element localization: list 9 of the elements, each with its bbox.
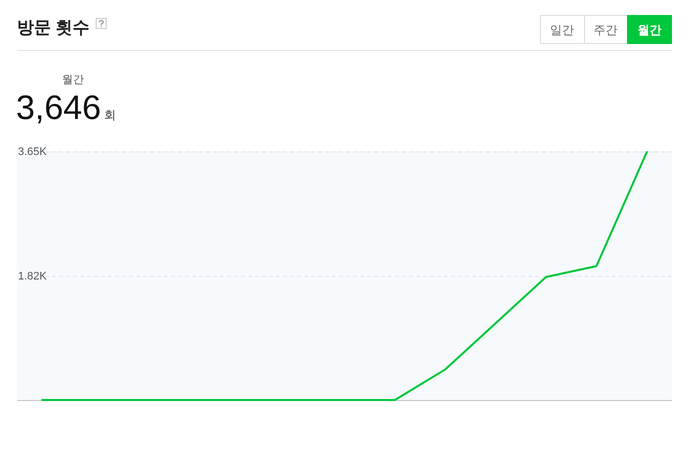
headline-value: 3,646 (16, 89, 102, 127)
period-label: 월간 (62, 74, 84, 86)
button: 주간 (584, 15, 628, 44)
button: 월간 (627, 15, 672, 44)
title: 방문 횟수 (17, 18, 90, 37)
y-tick-label: 3.65K (18, 146, 47, 158)
headline-unit: 회 (104, 108, 116, 122)
button: 일간 (540, 15, 585, 44)
y-tick-label: 1.82K (18, 270, 47, 282)
